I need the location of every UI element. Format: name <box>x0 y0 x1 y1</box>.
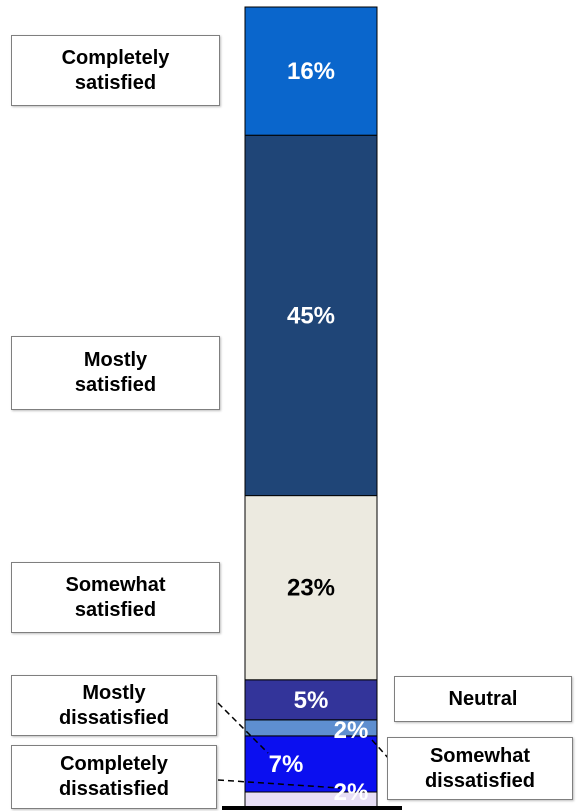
callout-neutral: Neutral <box>394 676 572 722</box>
callout-somewhat-dissatisfied: Somewhat dissatisfied <box>387 737 573 800</box>
bar-segments <box>244 6 378 809</box>
value-label-somewhat-dissatisfied: 2% <box>334 717 369 744</box>
leader-line-completely-dissatisfied <box>217 779 341 789</box>
value-label-completely-satisfied: 16% <box>287 58 335 85</box>
bar-segment-mostly-dissatisfied <box>244 735 378 793</box>
callout-mostly-dissatisfied: Mostly dissatisfied <box>11 675 217 736</box>
value-label-mostly-satisfied: 45% <box>287 302 335 329</box>
callout-completely-dissatisfied-text: Completely dissatisfied <box>58 753 170 800</box>
callout-somewhat-satisfied: Somewhat satisfied <box>11 562 220 633</box>
value-label-mostly-dissatisfied: 7% <box>269 751 304 778</box>
callout-mostly-satisfied-text: Mostly satisfied <box>74 349 157 396</box>
callout-somewhat-satisfied-text: Somewhat satisfied <box>65 573 166 621</box>
bar-value-labels: 2%7%2%5%23%45%16% <box>269 58 369 806</box>
callout-mostly-dissatisfied-text: Mostly dissatisfied <box>58 681 170 729</box>
bar-segment-neutral <box>244 679 378 721</box>
value-label-completely-dissatisfied: 2% <box>334 779 369 806</box>
callout-completely-dissatisfied: Completely dissatisfied <box>11 745 217 809</box>
value-label-somewhat-satisfied: 23% <box>287 575 335 602</box>
leader-line-mostly-dissatisfied <box>217 702 269 754</box>
bar-segment-somewhat-satisfied <box>244 495 378 681</box>
bar-segment-completely-satisfied <box>244 6 378 136</box>
callout-completely-satisfied-text: Completely satisfied <box>61 46 170 94</box>
value-label-neutral: 5% <box>294 687 329 714</box>
callout-completely-satisfied: Completely satisfied <box>11 35 220 106</box>
callout-neutral-text: Neutral <box>448 687 518 710</box>
callout-somewhat-dissatisfied-text: Somewhat dissatisfied <box>424 744 536 792</box>
callout-mostly-satisfied: Mostly satisfied <box>11 336 220 410</box>
